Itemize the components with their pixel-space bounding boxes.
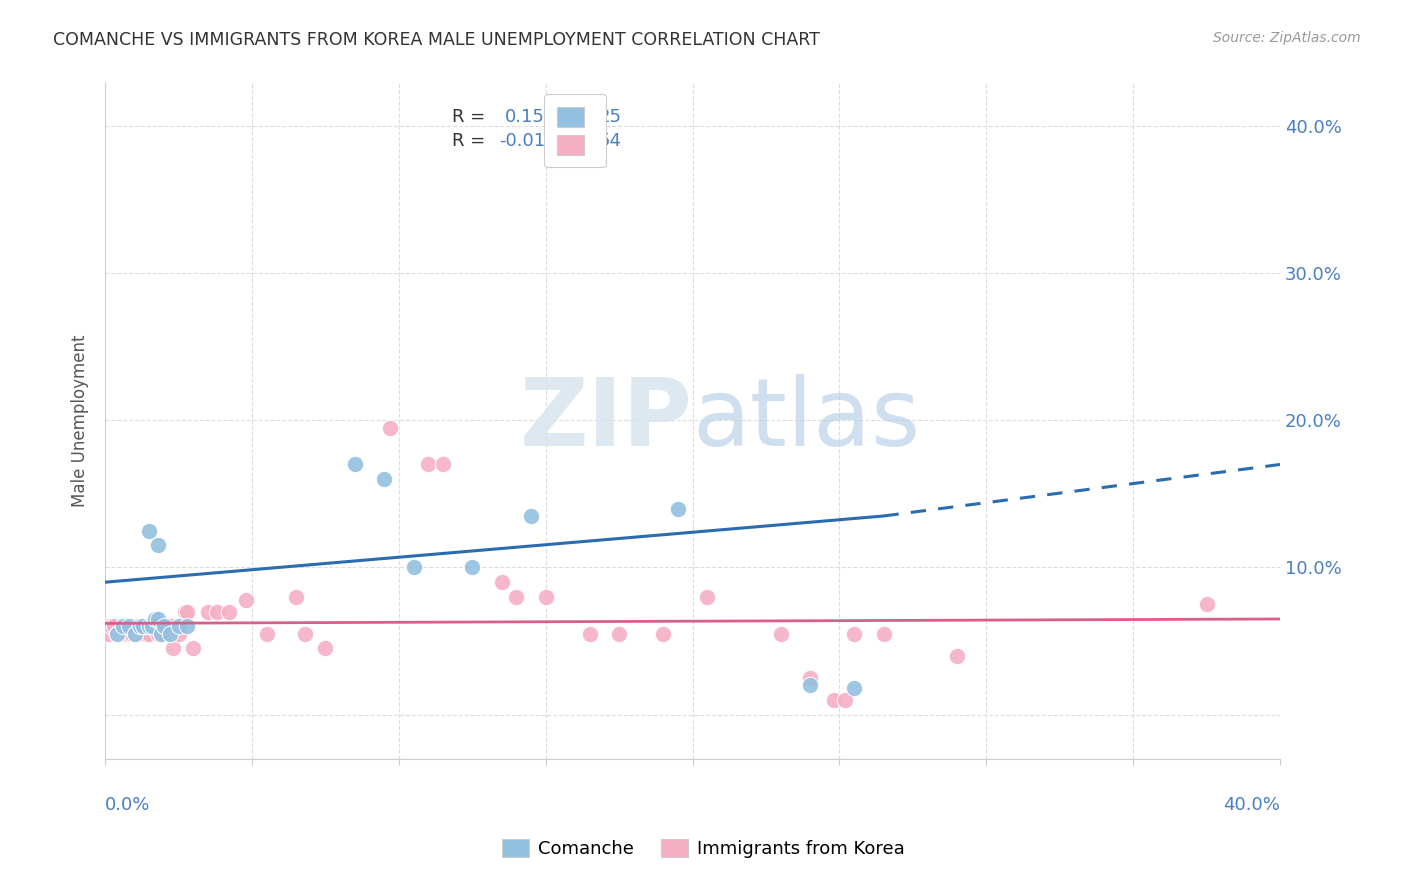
Point	[834, 693, 856, 707]
Point	[114, 626, 136, 640]
Point	[156, 619, 179, 633]
Text: 0.150: 0.150	[505, 108, 555, 126]
Point	[607, 626, 630, 640]
Point	[183, 641, 205, 656]
Point	[162, 641, 184, 656]
Point	[176, 605, 198, 619]
Point	[235, 592, 257, 607]
Point	[138, 619, 160, 633]
Text: 54: 54	[599, 133, 621, 151]
Point	[769, 626, 792, 640]
Point	[135, 626, 157, 640]
Point	[205, 605, 228, 619]
Point	[872, 626, 894, 640]
Point	[1195, 597, 1218, 611]
Point	[153, 619, 176, 633]
Point	[197, 605, 219, 619]
Point	[946, 648, 969, 663]
Point	[108, 626, 131, 640]
Point	[491, 575, 513, 590]
Point	[129, 626, 152, 640]
Point	[823, 693, 845, 707]
Point	[150, 626, 173, 640]
Point	[666, 501, 689, 516]
Text: COMANCHE VS IMMIGRANTS FROM KOREA MALE UNEMPLOYMENT CORRELATION CHART: COMANCHE VS IMMIGRANTS FROM KOREA MALE U…	[53, 31, 820, 49]
Point	[138, 626, 160, 640]
Point	[150, 626, 173, 640]
Point	[111, 619, 134, 633]
Point	[294, 626, 316, 640]
Point	[105, 626, 128, 640]
Point	[118, 626, 141, 640]
Point	[167, 619, 190, 633]
Text: 40.0%: 40.0%	[1223, 796, 1279, 814]
Point	[100, 619, 122, 633]
Point	[153, 626, 176, 640]
Point	[520, 508, 543, 523]
Point	[94, 619, 117, 633]
Y-axis label: Male Unemployment: Male Unemployment	[72, 334, 89, 507]
Point	[159, 626, 181, 640]
Point	[418, 458, 440, 472]
Point	[103, 619, 125, 633]
Text: R =: R =	[451, 108, 485, 126]
Point	[844, 681, 866, 695]
Point	[461, 560, 484, 574]
Point	[378, 420, 401, 434]
Point	[173, 605, 195, 619]
Point	[127, 619, 149, 633]
Point	[844, 626, 866, 640]
Point	[132, 619, 155, 633]
Point	[146, 612, 169, 626]
Point	[121, 626, 143, 640]
Point	[176, 619, 198, 633]
Text: 25: 25	[599, 108, 621, 126]
Point	[799, 671, 821, 685]
Point	[505, 590, 527, 604]
Point	[111, 626, 134, 640]
Point	[159, 619, 181, 633]
Point	[799, 678, 821, 692]
Point	[652, 626, 675, 640]
Point	[146, 538, 169, 552]
Text: R =: R =	[451, 133, 485, 151]
Point	[402, 560, 425, 574]
Point	[534, 590, 557, 604]
Point	[315, 641, 337, 656]
Point	[138, 524, 160, 538]
Point	[432, 458, 454, 472]
Text: -0.010: -0.010	[499, 133, 557, 151]
Point	[373, 472, 395, 486]
Point	[579, 626, 602, 640]
Point	[143, 619, 166, 633]
Point	[696, 590, 718, 604]
Point	[118, 619, 141, 633]
Text: Source: ZipAtlas.com: Source: ZipAtlas.com	[1213, 31, 1361, 45]
Point	[97, 626, 120, 640]
Point	[143, 612, 166, 626]
Text: N =: N =	[564, 108, 598, 126]
Point	[167, 626, 190, 640]
Point	[129, 619, 152, 633]
Point	[124, 626, 146, 640]
Point	[343, 458, 366, 472]
Point	[132, 626, 155, 640]
Point	[105, 626, 128, 640]
Point	[218, 605, 240, 619]
Text: 0.0%: 0.0%	[105, 796, 150, 814]
Text: N =: N =	[564, 133, 598, 151]
Point	[285, 590, 308, 604]
Legend: Comanche, Immigrants from Korea: Comanche, Immigrants from Korea	[492, 830, 914, 867]
Point	[124, 626, 146, 640]
Point	[146, 626, 169, 640]
Point	[256, 626, 278, 640]
Legend: , : ,	[544, 95, 606, 168]
Text: ZIP: ZIP	[520, 375, 693, 467]
Text: atlas: atlas	[693, 375, 921, 467]
Point	[141, 619, 163, 633]
Point	[141, 619, 163, 633]
